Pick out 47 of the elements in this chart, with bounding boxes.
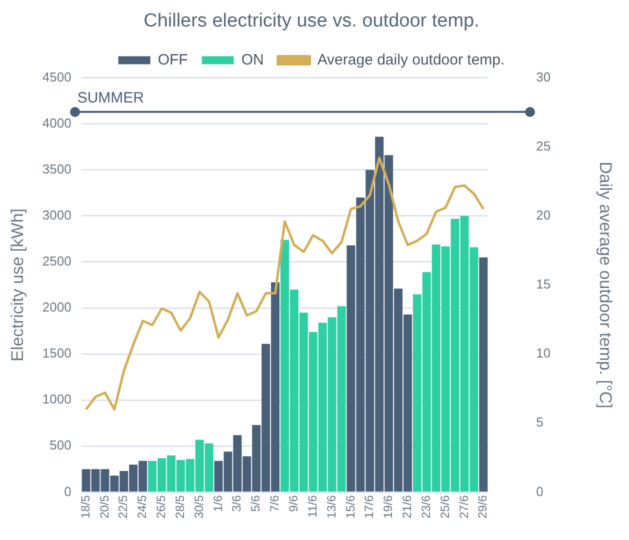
x-tick-label: 21/6 [400, 494, 414, 519]
y2-tick-label: 0 [536, 484, 544, 499]
y-tick-label: 4000 [42, 115, 72, 130]
x-tick-label: 11/6 [305, 494, 320, 518]
x-tick-label: 29/6 [476, 494, 490, 519]
bar [479, 257, 488, 492]
x-tick-label: 17/6 [362, 494, 376, 519]
x-tick-label: 24/5 [135, 494, 150, 519]
x-tick-label: 5/6 [248, 494, 263, 512]
y-tick-label: 0 [64, 484, 72, 499]
y-tick-label: 1500 [42, 346, 72, 361]
x-tick-label: 7/6 [268, 494, 282, 512]
y2-axis-title: Daily average outdoor temp. [°C] [596, 162, 616, 408]
y2-tick-label: 5 [536, 414, 544, 430]
x-tick-label: 9/6 [286, 494, 301, 512]
x-tick-label: 28/5 [172, 494, 187, 519]
y-tick-label: 1000 [42, 392, 72, 407]
ref-line-label: SUMMER [77, 90, 144, 107]
y2-tick-label: 30 [536, 69, 551, 84]
x-tick-label: 25/6 [438, 494, 452, 519]
x-tick-label: 20/5 [97, 494, 112, 519]
y2-tick-label: 25 [536, 138, 551, 154]
x-tick-label: 15/6 [343, 494, 358, 519]
y2-tick-label: 15 [536, 276, 551, 292]
x-tick-label: 19/6 [381, 494, 396, 519]
x-tick-label: 22/5 [116, 494, 130, 519]
x-tick-label: 26/5 [154, 494, 168, 519]
y-tick-label: 3000 [42, 208, 72, 223]
legend-label: Average daily outdoor temp. [317, 51, 505, 68]
chart-title: Chillers electricity use vs. outdoor temp. [144, 10, 480, 32]
x-tick-label: 23/6 [418, 494, 433, 519]
x-tick-label: 1/6 [210, 494, 225, 512]
y-tick-label: 2500 [42, 254, 72, 269]
y-axis-title: Electricity use [kWh] [8, 208, 27, 362]
y2-tick-label: 20 [536, 208, 551, 223]
legend-label: OFF [158, 51, 188, 68]
legend-label: ON [241, 51, 264, 68]
x-tick-label: 3/6 [230, 494, 244, 512]
x-tick-label: 30/5 [192, 494, 206, 519]
y-tick-label: 3500 [42, 161, 72, 176]
x-tick-label: 27/6 [456, 494, 471, 519]
y-tick-label: 500 [50, 438, 72, 453]
x-tick-label: 13/6 [324, 494, 338, 519]
x-tick-label: 18/5 [78, 494, 92, 519]
y-tick-label: 4500 [42, 69, 72, 84]
y2-tick-label: 10 [536, 346, 551, 361]
y-tick-label: 2000 [42, 300, 72, 315]
